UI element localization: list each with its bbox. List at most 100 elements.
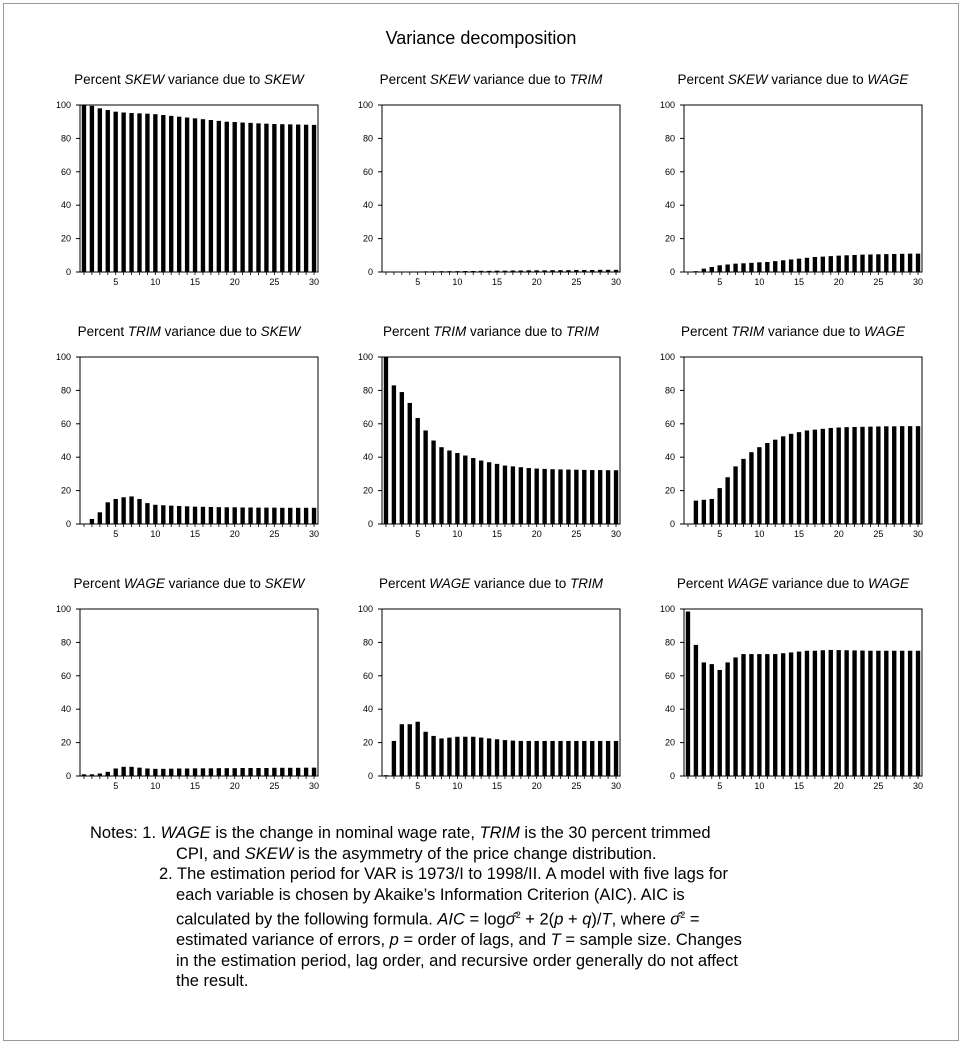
bar	[105, 502, 110, 524]
bar	[907, 426, 913, 524]
bar	[613, 470, 619, 524]
x-tick-label: 10	[150, 277, 160, 287]
bar	[582, 269, 587, 272]
y-tick-label: 0	[368, 771, 373, 781]
bar	[113, 768, 118, 776]
y-tick-label: 0	[368, 267, 373, 277]
y-tick-label: 40	[61, 704, 71, 714]
y-tick-label: 40	[665, 200, 675, 210]
y-tick-label: 80	[363, 637, 373, 647]
x-tick-label: 5	[717, 529, 722, 539]
bar	[828, 256, 833, 272]
bar	[566, 740, 571, 776]
bar	[693, 271, 699, 272]
x-tick-label: 30	[913, 781, 923, 791]
bar	[804, 430, 810, 524]
bar	[502, 270, 508, 272]
x-tick-label: 30	[611, 781, 621, 791]
x-tick-label: 25	[571, 529, 581, 539]
bar	[844, 255, 849, 272]
bar	[749, 262, 754, 272]
bar	[844, 427, 849, 524]
bar	[423, 731, 428, 776]
y-tick-label: 20	[61, 738, 71, 748]
bar	[773, 439, 778, 524]
bar	[892, 253, 897, 272]
plot-frame	[381, 608, 621, 777]
bar-chart: 0 20 40 60 80 100 5 10 15 20 25 30	[660, 604, 923, 791]
bar	[137, 113, 142, 272]
bar	[725, 662, 730, 776]
y-tick-label: 20	[363, 738, 373, 748]
panel-title: Percent WAGE variance due to TRIM	[378, 576, 604, 591]
y-tick-label: 40	[61, 200, 71, 210]
bar	[852, 426, 857, 524]
panel-title: Percent TRIM variance due to WAGE	[680, 324, 906, 339]
x-tick-label: 10	[452, 781, 462, 791]
note-2-line-5: in the estimation period, lag order, and…	[176, 951, 738, 970]
bar	[518, 740, 524, 776]
bar	[89, 105, 95, 273]
y-tick-label: 100	[56, 604, 71, 614]
bar	[757, 447, 762, 524]
y-tick-label: 80	[61, 385, 71, 395]
x-tick-label: 15	[190, 277, 200, 287]
y-tick-label: 80	[665, 133, 675, 143]
bar	[502, 465, 508, 524]
y-tick-label: 60	[61, 419, 71, 429]
y-tick-label: 0	[66, 519, 71, 529]
bar	[597, 740, 603, 776]
x-tick-label: 15	[794, 529, 804, 539]
bar-chart: 0 20 40 60 80 100 5 10 15 20 25 30	[358, 100, 621, 287]
bar	[415, 721, 420, 776]
bar	[741, 263, 746, 272]
bar	[876, 426, 881, 524]
bar	[597, 470, 603, 524]
bar	[129, 496, 134, 524]
bar	[264, 123, 269, 272]
bar	[97, 108, 103, 272]
x-tick-label: 25	[873, 781, 883, 791]
bar	[780, 260, 786, 272]
bar	[272, 124, 277, 273]
x-tick-label: 15	[492, 781, 502, 791]
x-tick-label: 10	[452, 277, 462, 287]
plot-frame	[79, 356, 319, 525]
bar-chart: 0 20 40 60 80 100 5 10 15 20 25 30	[56, 352, 319, 539]
bar	[129, 766, 134, 776]
x-tick-label: 20	[532, 781, 542, 791]
bar	[733, 263, 738, 272]
bar	[478, 270, 484, 272]
bar	[582, 740, 587, 776]
bar	[153, 504, 158, 524]
y-tick-label: 0	[66, 267, 71, 277]
bar	[510, 740, 516, 776]
y-tick-label: 60	[665, 419, 675, 429]
bar	[256, 507, 261, 524]
bar	[844, 650, 849, 776]
y-tick-label: 60	[363, 419, 373, 429]
bar	[717, 488, 722, 524]
y-tick-label: 60	[61, 671, 71, 681]
bar	[407, 402, 412, 524]
x-tick-label: 10	[452, 529, 462, 539]
bar	[113, 498, 118, 524]
bar	[773, 654, 778, 776]
bar	[184, 768, 190, 776]
bar	[518, 270, 524, 272]
bar	[303, 124, 309, 273]
bar	[550, 270, 555, 272]
x-tick-label: 20	[834, 781, 844, 791]
bar	[915, 253, 921, 272]
bar	[303, 767, 309, 776]
bar	[836, 650, 841, 776]
y-tick-label: 60	[61, 167, 71, 177]
x-tick-label: 15	[492, 277, 502, 287]
plot-frame	[683, 356, 923, 525]
bar	[169, 115, 174, 272]
bar	[765, 654, 770, 776]
bar	[161, 768, 166, 776]
bar	[892, 650, 897, 776]
bar	[876, 650, 881, 776]
bar	[224, 768, 229, 776]
